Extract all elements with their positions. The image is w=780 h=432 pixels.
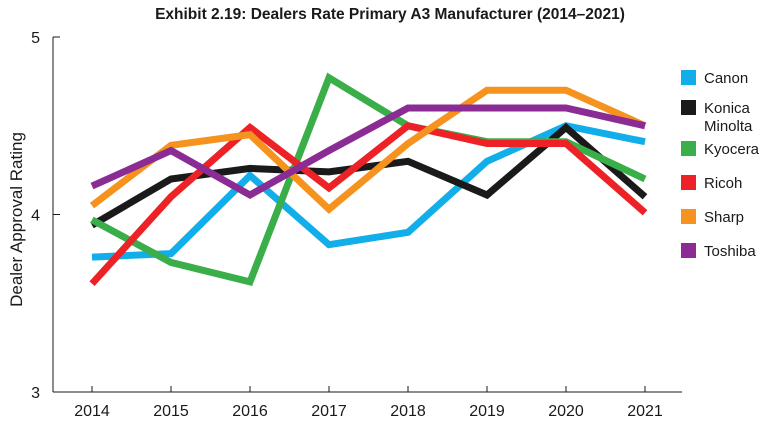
legend-swatch-toshiba [681, 243, 696, 258]
x-tick-label: 2019 [469, 403, 505, 420]
legend-swatch-sharp [681, 209, 696, 224]
legend-swatch-ricoh [681, 175, 696, 190]
x-tick-label: 2014 [74, 403, 110, 420]
x-tick-label: 2018 [390, 403, 426, 420]
series-line-sharp [89, 86, 647, 214]
series-lines [89, 72, 648, 287]
y-axis-label: Dealer Approval Rating [7, 132, 26, 307]
x-tick-label: 2015 [153, 403, 189, 420]
legend-label-kyocera: Kyocera [704, 141, 760, 158]
legend-swatch-kyocera [681, 141, 696, 156]
legend-label-canon: Canon [704, 70, 748, 87]
x-tick-label: 2020 [548, 403, 584, 420]
legend-label-konica-minolta: Minolta [704, 118, 753, 135]
legend-swatch-canon [681, 70, 696, 85]
chart-title: Exhibit 2.19: Dealers Rate Primary A3 Ma… [155, 6, 625, 23]
series-line-toshiba [90, 104, 646, 200]
x-tick-label: 2017 [311, 403, 347, 420]
series-line-canon [91, 122, 646, 261]
legend-swatch-konica-minolta [681, 100, 696, 115]
y-tick-label: 3 [31, 385, 40, 402]
legend-label-konica-minolta: Konica [704, 100, 751, 117]
legend-label-sharp: Sharp [704, 209, 744, 226]
x-tick-label: 2016 [232, 403, 268, 420]
axes: 3 4 5 2014 2015 2016 2017 2018 2019 2020 2021 Deale… [7, 30, 682, 420]
y-tick-label: 5 [31, 30, 40, 47]
legend-label-ricoh: Ricoh [704, 175, 742, 192]
legend-label-toshiba: Toshiba [704, 243, 756, 260]
y-tick-label: 4 [31, 208, 40, 225]
series-line-ricoh [89, 122, 648, 287]
x-tick-label: 2021 [627, 403, 663, 420]
